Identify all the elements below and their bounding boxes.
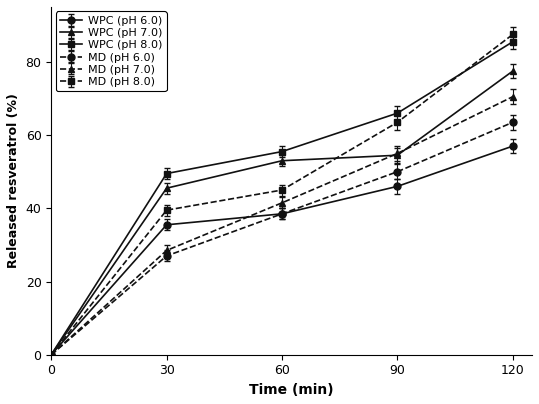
Y-axis label: Released resveratrol (%): Released resveratrol (%) bbox=[7, 93, 20, 268]
X-axis label: Time (min): Time (min) bbox=[250, 383, 334, 397]
Legend: WPC (pH 6.0), WPC (pH 7.0), WPC (pH 8.0), MD (pH 6.0), MD (pH 7.0), MD (pH 8.0): WPC (pH 6.0), WPC (pH 7.0), WPC (pH 8.0)… bbox=[56, 11, 167, 91]
